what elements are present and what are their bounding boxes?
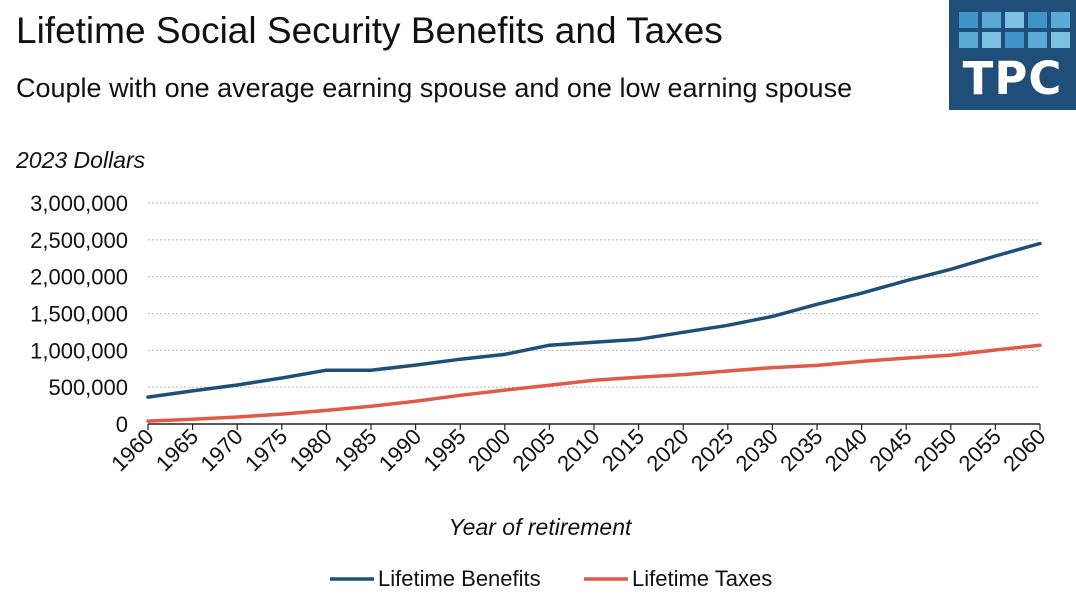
y-axis-ticks: 0 500,000 1,000,000 1,500,000 2,000,000 2,500… [30,191,128,437]
logo-text: TPC [962,52,1063,105]
legend: Lifetime Benefits Lifetime Taxes [330,566,772,591]
x-axis-ticks: 1960196519701975198019851990199520002005… [106,424,1050,476]
y-tick-label: 0 [116,412,128,437]
y-tick-label: 1,500,000 [30,302,128,327]
y-tick-label: 2,500,000 [30,228,128,253]
x-tick-label: 1960 [106,424,158,476]
x-tick-label: 2025 [686,424,738,476]
logo-tile [1028,12,1047,28]
x-tick-label: 1965 [151,424,203,476]
logo-tile [982,12,1001,28]
gridlines [148,202,1040,425]
legend-label: Lifetime Taxes [632,566,772,591]
x-tick-label: 2010 [552,424,604,476]
legend-label: Lifetime Benefits [378,566,541,591]
y-tick-label: 2,000,000 [30,265,128,290]
x-tick-label: 1995 [418,424,470,476]
x-tick-label: 2020 [641,424,693,476]
y-tick-label: 3,000,000 [30,191,128,216]
unit-label: 2023 Dollars [15,147,146,173]
series-lines [146,241,1042,423]
x-tick-label: 2040 [820,424,872,476]
logo-tile [982,32,1001,48]
x-tick-label: 2035 [775,424,827,476]
x-tick-label: 1975 [240,424,292,476]
y-tick-label: 500,000 [48,375,128,400]
x-axis-label: Year of retirement [449,514,633,540]
x-tick-label: 2030 [731,424,783,476]
logo-tile [1005,12,1024,28]
legend-item-taxes: Lifetime Taxes [584,566,772,591]
chart-subtitle: Couple with one average earning spouse a… [16,73,853,103]
x-tick-label: 2015 [597,424,649,476]
x-tick-label: 2005 [508,424,560,476]
logo-tile [959,32,978,48]
y-tick-label: 1,000,000 [30,338,128,363]
taxes-line [146,343,1042,423]
logo-tile [1028,32,1047,48]
logo-tile [1005,32,1024,48]
x-tick-label: 2055 [954,424,1006,476]
x-tick-label: 1970 [195,424,247,476]
x-tick-label: 2060 [998,424,1050,476]
legend-item-benefits: Lifetime Benefits [330,566,541,591]
logo-tile [1051,32,1070,48]
x-tick-label: 1990 [374,424,426,476]
benefits-line [146,241,1042,399]
x-tick-label: 2045 [864,424,916,476]
logo-tile [1051,12,1070,28]
x-tick-label: 2050 [909,424,961,476]
logo-tile [959,12,978,28]
x-tick-label: 1985 [329,424,381,476]
x-tick-label: 1980 [285,424,337,476]
tpc-logo: TPC [949,0,1076,110]
chart-title: Lifetime Social Security Benefits and Ta… [16,10,723,51]
x-tick-label: 2000 [463,424,515,476]
